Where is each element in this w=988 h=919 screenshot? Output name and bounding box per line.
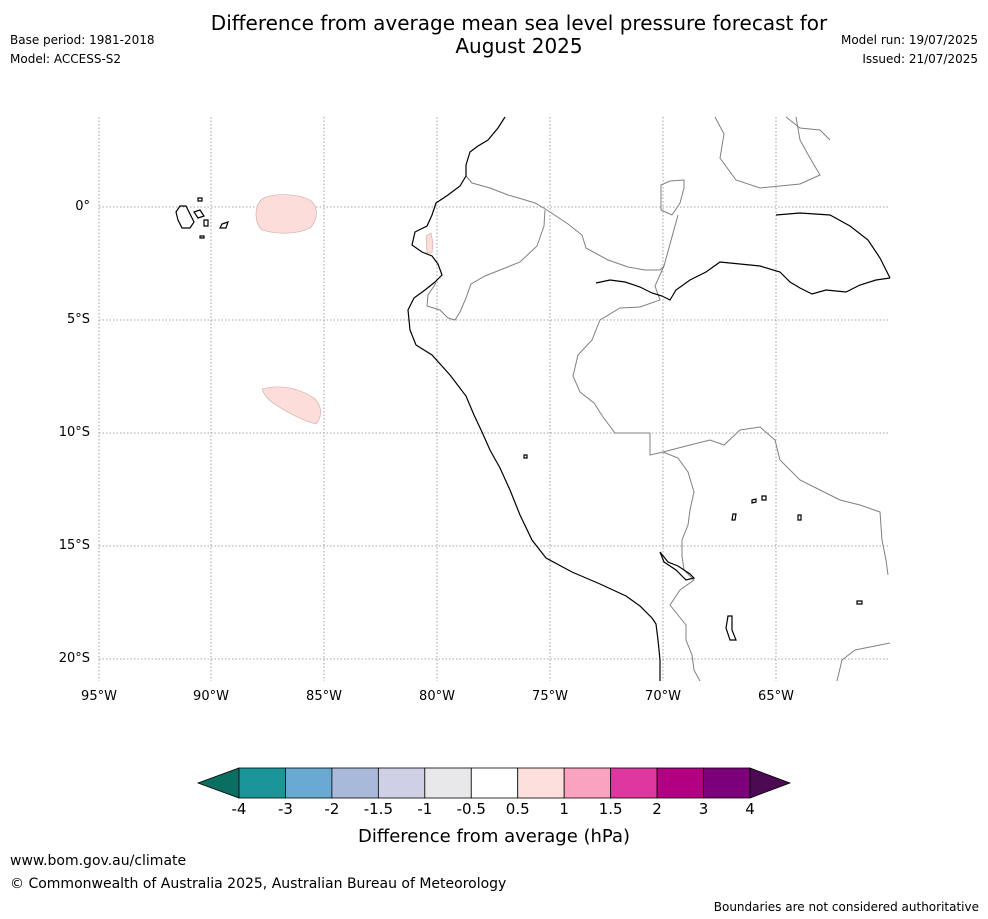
lon-tick-85w: 85°W: [306, 689, 342, 704]
lake-detail-6: [856, 600, 863, 605]
lon-tick-95w: 95°W: [81, 689, 117, 704]
lake-detail-2: [751, 498, 757, 504]
lake-detail-1: [523, 454, 528, 459]
title-line-1: Difference from average mean sea level p…: [210, 11, 828, 35]
base-period-label: Base period: 1981-2018: [10, 33, 155, 47]
anomaly-region-south-pacific: [261, 386, 321, 425]
lat-tick-0: 0°: [75, 199, 90, 214]
lon-tick-70w: 70°W: [645, 689, 681, 704]
lake-detail-3: [761, 495, 767, 501]
lat-tick-20s: 20°S: [58, 651, 90, 666]
title-line-2: August 2025: [455, 34, 583, 58]
graticule: [98, 117, 890, 681]
island-floreana: [199, 235, 205, 239]
island-santa-cruz: [193, 209, 205, 219]
lon-tick-65w: 65°W: [758, 689, 794, 704]
island-san-cristobal: [203, 219, 209, 227]
coastlines: [175, 116, 891, 681]
colorbar-tick-9: 2: [652, 800, 662, 818]
river-amazon: [595, 261, 891, 301]
border-paraguay: [836, 642, 891, 682]
border-amazon-1: [663, 214, 679, 267]
issued-label: Issued: 21/07/2025: [862, 52, 978, 66]
colorbar-tick-11: 4: [745, 800, 755, 818]
colorbar-tick-1: -3: [277, 800, 293, 818]
lake-detail-5: [797, 514, 802, 521]
page-title: Difference from average mean sea level p…: [169, 12, 869, 58]
island-espanola: [219, 221, 229, 229]
lon-tick-75w: 75°W: [532, 689, 568, 704]
border-colombia-venezuela: [660, 179, 685, 216]
island-pinta: [197, 197, 203, 202]
lat-tick-15s: 15°S: [58, 538, 90, 553]
lon-tick-90w: 90°W: [193, 689, 229, 704]
model-run-label: Model run: 19/07/2025: [840, 33, 978, 47]
border-peru-brazil-bolivia: [572, 265, 701, 682]
lon-tick-80w: 80°W: [419, 689, 455, 704]
lake-titicaca: [659, 551, 696, 581]
country-borders: [426, 116, 891, 682]
anomaly-region-coast: [425, 232, 434, 254]
anomaly-areas: [255, 194, 434, 425]
model-label: Model: ACCESS-S2: [10, 52, 122, 66]
border-colombia-south: [465, 175, 665, 271]
colorbar-tick-8: 1.5: [598, 800, 623, 818]
border-bolivia-brazil: [662, 426, 889, 576]
website-link[interactable]: www.bom.gov.au/climate: [10, 853, 187, 869]
border-ecuador-peru: [426, 209, 546, 321]
border-guyana: [785, 116, 831, 141]
border-venezuela-brazil: [714, 116, 821, 189]
anomaly-region-galapagos: [255, 194, 317, 234]
lake-detail-4: [731, 513, 737, 521]
disclaimer-text: Boundaries are not considered authoritat…: [713, 900, 979, 914]
lat-tick-5s: 5°S: [66, 312, 90, 327]
colorbar-tick-6: 0.5: [505, 800, 530, 818]
copyright-text: © Commonwealth of Australia 2025, Austra…: [10, 876, 507, 892]
lake-poopo: [725, 615, 737, 641]
colorbar-tick-2: -2: [324, 800, 340, 818]
lat-tick-10s: 10°S: [58, 425, 90, 440]
colorbar-tick-10: 3: [698, 800, 709, 818]
colorbar-tick-7: 1: [559, 800, 569, 818]
river-negro: [775, 212, 891, 279]
coastline-pacific: [407, 116, 661, 681]
colorbar-tick-4: -1: [417, 800, 433, 818]
colorbar-title: Difference from average (hPa): [357, 826, 631, 847]
colorbar-tick-5: -0.5: [456, 800, 486, 818]
island-isabela: [175, 205, 195, 229]
colorbar-tick-3: -1.5: [363, 800, 393, 818]
colorbar-tick-0: -4: [231, 800, 247, 818]
